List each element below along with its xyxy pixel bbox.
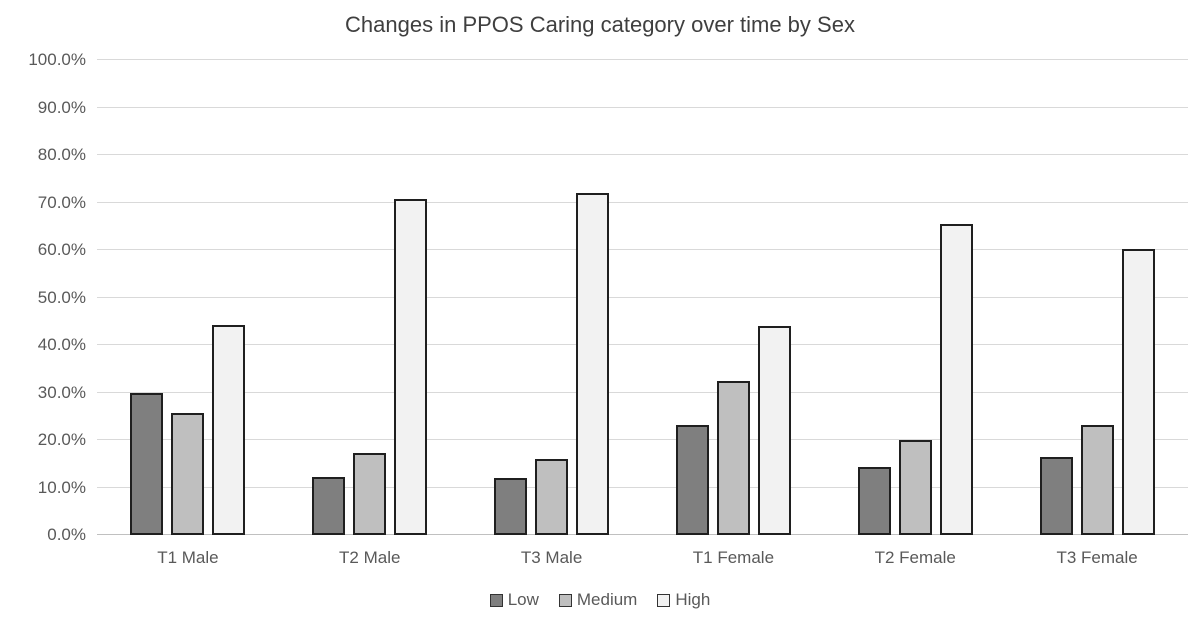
bar-group-t3-female (1006, 60, 1188, 535)
x-tick-label-t1-male: T1 Male (157, 548, 219, 567)
y-tick-label-60: 60.0% (37, 240, 86, 259)
bar-low-t3-female (1039, 457, 1073, 535)
gridline-70 (97, 201, 1188, 203)
gridline-20 (97, 439, 1188, 440)
x-tick-label-t3-female: T3 Female (1056, 548, 1138, 567)
legend-label-medium: Medium (576, 590, 638, 609)
bar-group-t2-male (279, 60, 461, 535)
gridline-100 (97, 59, 1188, 60)
gridline-10 (97, 486, 1188, 488)
gridline-80 (97, 154, 1188, 155)
bar-group-t2-female (824, 60, 1006, 535)
legend-swatch-high (657, 593, 671, 607)
y-tick-label-70: 70.0% (37, 192, 86, 212)
y-tick-label-20: 20.0% (37, 430, 86, 449)
y-tick-label-30: 30.0% (37, 382, 86, 402)
gridline-60 (97, 249, 1188, 250)
bar-low-t1-female (675, 424, 709, 535)
legend-item-high: High (657, 590, 710, 610)
bar-high-t2-female (939, 223, 973, 535)
x-tick-label-t3-male: T3 Male (520, 548, 583, 567)
gridline-30 (97, 391, 1188, 393)
bar-group-t1-female (643, 60, 825, 535)
x-axis-line (97, 534, 1188, 535)
bar-high-t3-female (1121, 249, 1155, 535)
bar-low-t2-male (312, 477, 346, 535)
x-tick-label-t2-female: T2 Female (874, 548, 956, 567)
bar-medium-t1-male (171, 412, 205, 535)
x-tick-label-t1-female: T1 Female (692, 548, 775, 567)
bar-high-t2-male (394, 199, 428, 535)
y-tick-label-10: 10.0% (37, 477, 86, 497)
y-tick-label-90: 90.0% (37, 97, 86, 117)
bar-high-t1-female (757, 325, 791, 535)
legend-label-high: High (675, 590, 711, 609)
legend-item-medium: Medium (558, 590, 638, 610)
bar-group-t1-male (97, 60, 279, 535)
y-tick-label-0: 0.0% (47, 525, 86, 544)
bar-medium-t3-female (1080, 424, 1114, 535)
bar-medium-t1-female (716, 381, 750, 535)
x-tick-label-t2-male: T2 Male (339, 548, 401, 567)
legend-item-low: Low (489, 590, 539, 610)
bar-medium-t3-male (535, 459, 569, 535)
plot-area (97, 59, 1188, 535)
bar-medium-t2-male (353, 453, 387, 535)
bar-low-t3-male (494, 478, 528, 535)
bar-medium-t2-female (898, 439, 932, 535)
bar-high-t3-male (576, 192, 610, 535)
y-tick-label-50: 50.0% (37, 287, 86, 307)
legend-label-low: Low (507, 590, 539, 609)
bar-group-t3-male (461, 60, 643, 535)
gridline-40 (97, 344, 1188, 345)
y-tick-label-40: 40.0% (37, 335, 86, 354)
gridline-90 (97, 106, 1188, 108)
y-tick-label-100: 100.0% (28, 50, 86, 69)
gridline-50 (97, 296, 1188, 298)
legend-swatch-medium (558, 593, 572, 607)
bar-high-t1-male (212, 324, 246, 535)
y-tick-label-80: 80.0% (37, 145, 86, 164)
legend: Low Medium High (0, 590, 1200, 610)
chart-title: Changes in PPOS Caring category over tim… (345, 12, 855, 37)
bar-low-t1-male (130, 393, 164, 535)
legend-swatch-low (489, 593, 503, 607)
bar-low-t2-female (857, 466, 891, 535)
